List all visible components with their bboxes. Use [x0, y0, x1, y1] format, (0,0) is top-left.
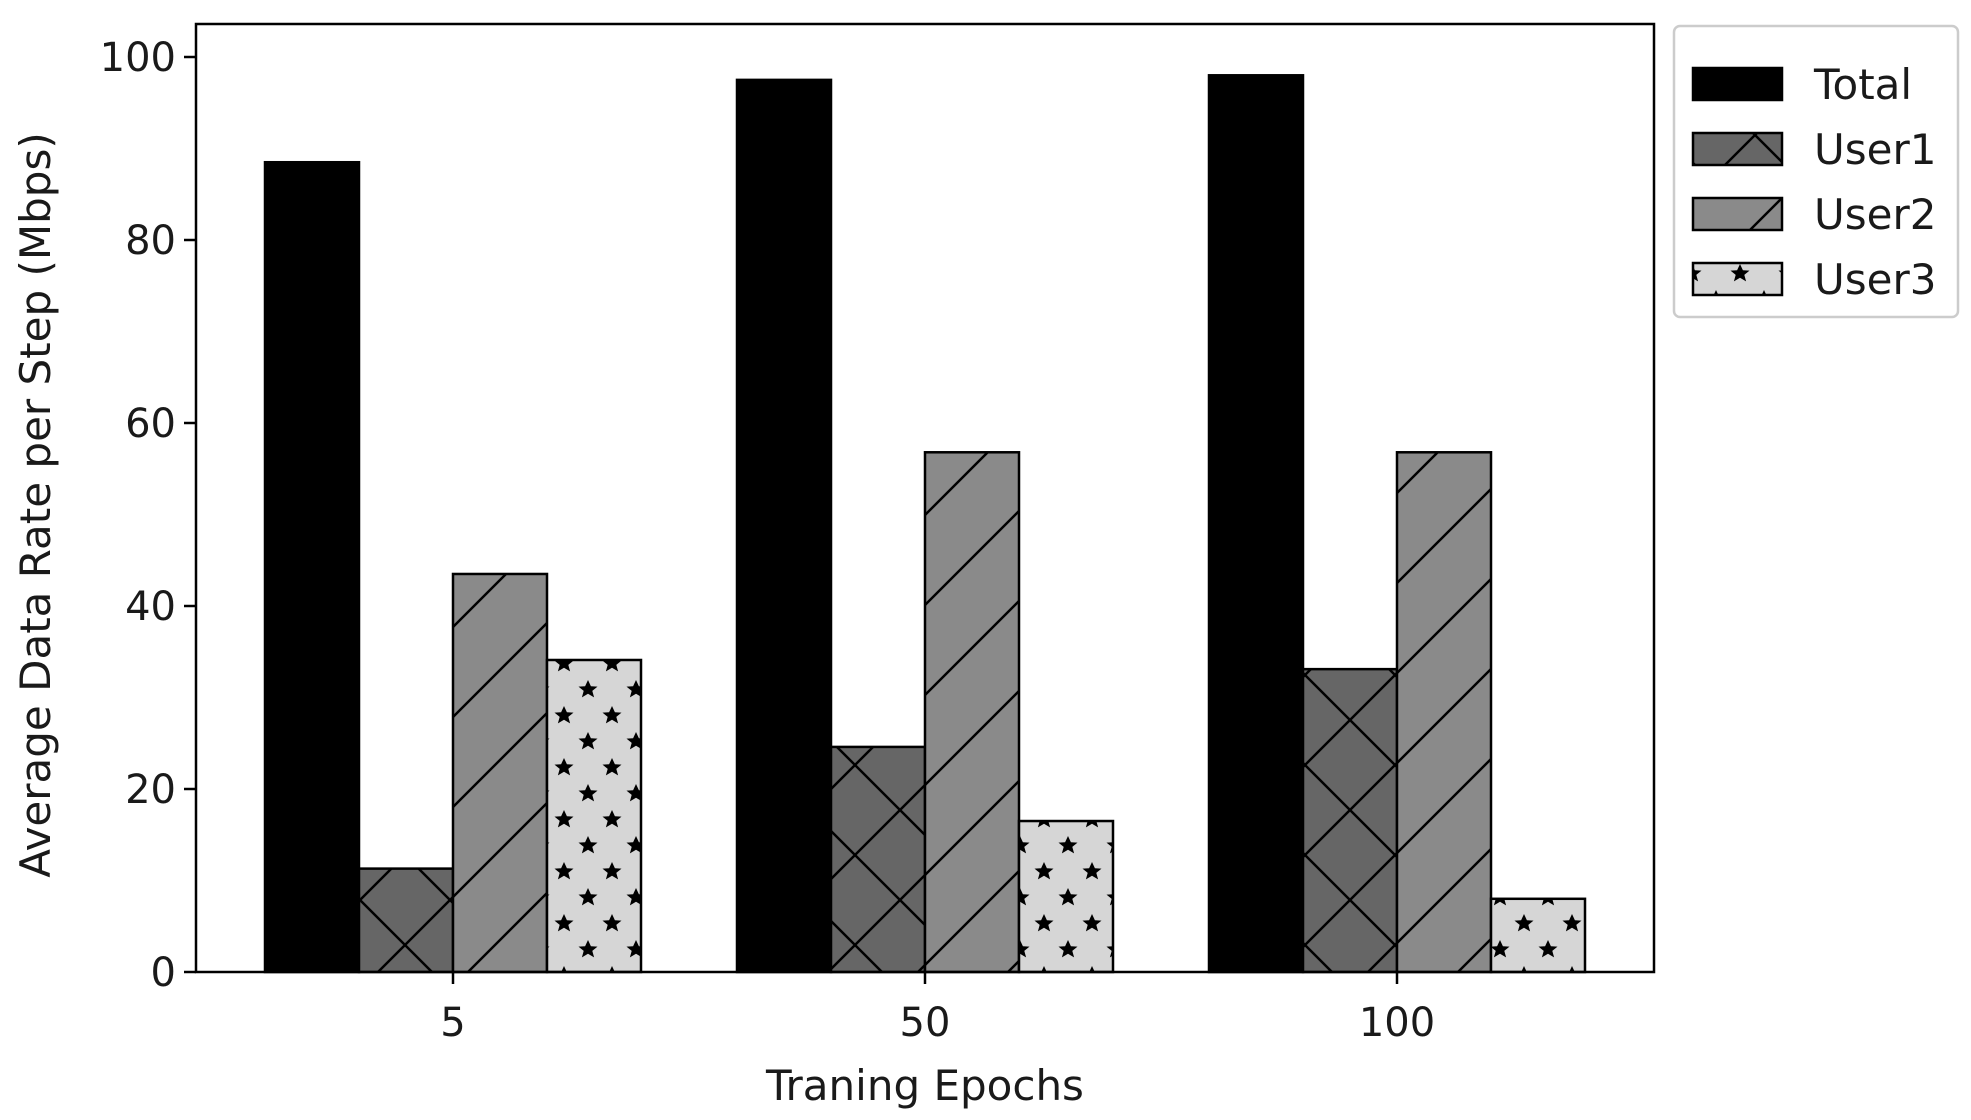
- y-tick-label-40: 40: [125, 584, 176, 630]
- bar-user3-epoch-50: [1017, 819, 1115, 974]
- bar-user3-epoch-100: [1489, 897, 1587, 974]
- bar-total-epoch-100: [1207, 74, 1305, 974]
- bars-group: [263, 74, 1587, 974]
- legend-label-user2: User2: [1814, 190, 1936, 239]
- bar-user1-epoch-100: [1301, 667, 1399, 974]
- legend: Total User1 User2 User3: [1672, 24, 1960, 319]
- y-axis-label: Average Data Rate per Step (Mbps): [11, 132, 60, 877]
- bar-user2-epoch-100: [1395, 451, 1493, 974]
- x-axis-ticks: 5 50 100: [440, 972, 1435, 1046]
- legend-swatch-user3: [1691, 261, 1784, 297]
- y-tick-label-60: 60: [125, 401, 176, 447]
- x-axis-label: Traning Epochs: [765, 1061, 1084, 1110]
- legend-swatch-total: [1691, 66, 1784, 102]
- bar-user1-epoch-5: [357, 867, 455, 974]
- x-tick-label-5: 5: [440, 1000, 465, 1046]
- bar-user1-epoch-50: [829, 745, 927, 974]
- y-tick-label-0: 0: [151, 950, 176, 996]
- legend-label-total: Total: [1813, 60, 1912, 109]
- bar-user3-epoch-5: [545, 658, 643, 974]
- bar-total-epoch-50: [735, 78, 833, 974]
- legend-swatch-user1: [1691, 131, 1784, 167]
- bar-user2-epoch-5: [451, 572, 549, 974]
- legend-swatch-user2: [1691, 196, 1784, 232]
- y-tick-label-100: 100: [100, 35, 176, 81]
- x-tick-label-100: 100: [1359, 1000, 1435, 1046]
- y-tick-label-80: 80: [125, 218, 176, 264]
- y-tick-label-20: 20: [125, 767, 176, 813]
- x-tick-label-50: 50: [900, 1000, 951, 1046]
- bar-total-epoch-5: [263, 160, 361, 974]
- legend-label-user1: User1: [1814, 125, 1936, 174]
- legend-label-user3: User3: [1814, 255, 1936, 304]
- bar-user2-epoch-50: [923, 451, 1021, 974]
- y-axis-ticks: 0 20 40 60 80 100: [100, 35, 196, 996]
